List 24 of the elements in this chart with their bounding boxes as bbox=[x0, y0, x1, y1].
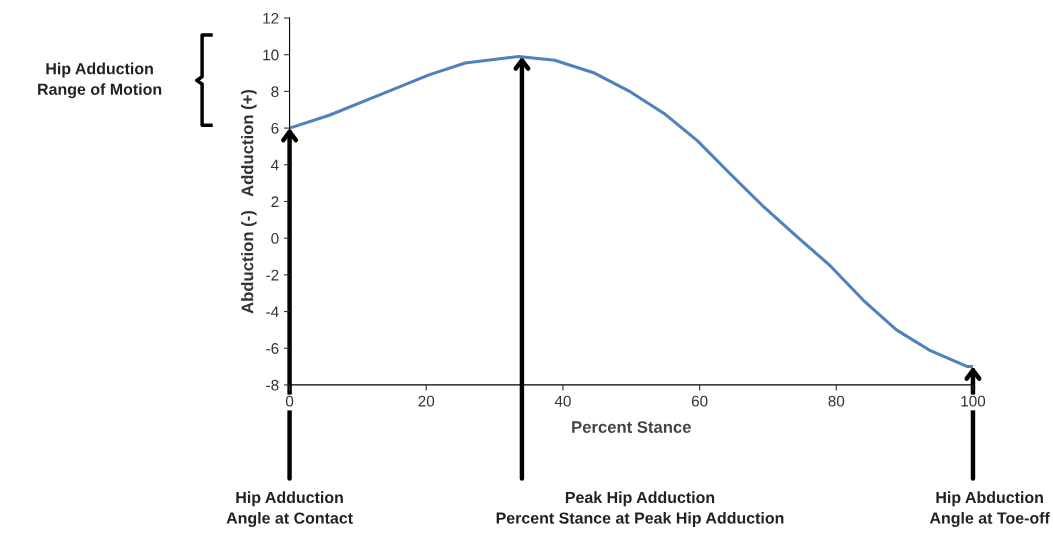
x-tick-label: 100 bbox=[961, 395, 986, 407]
y-tick-label: 10 bbox=[263, 49, 279, 61]
y-tick-label: 6 bbox=[271, 122, 279, 134]
line-series bbox=[289, 55, 973, 369]
y-tick-label: -8 bbox=[266, 379, 279, 391]
annotation: Hip Abduction Angle at Toe-off bbox=[929, 491, 1050, 527]
x-tick-label: 20 bbox=[418, 395, 435, 407]
y-tick-label: -2 bbox=[266, 269, 279, 281]
y-tick-label: 12 bbox=[263, 12, 279, 24]
y-tick-label: -4 bbox=[266, 306, 279, 318]
y-tick-label: -6 bbox=[266, 343, 279, 354]
x-tick-label: 40 bbox=[554, 395, 571, 407]
y-axis-title: Abduction (-) Adduction (+) bbox=[241, 89, 257, 314]
x-axis-title: Percent Stance bbox=[572, 421, 691, 433]
annotation: Hip Adduction Angle at Contact bbox=[226, 491, 353, 527]
text: Hip Adduction Range of Motion bbox=[38, 62, 162, 99]
x-tick-label: 0 bbox=[285, 395, 294, 407]
x-tick-label: 60 bbox=[691, 395, 708, 407]
y-tick-label: 0 bbox=[271, 233, 279, 244]
y-tick-label: 4 bbox=[271, 159, 279, 171]
y-tick-label: 2 bbox=[271, 196, 279, 208]
annotation: Peak Hip Adduction Percent Stance at Peak Hip Adduction bbox=[496, 491, 784, 527]
y-tick-label: 8 bbox=[271, 86, 279, 98]
x-tick-label: 80 bbox=[828, 395, 845, 407]
